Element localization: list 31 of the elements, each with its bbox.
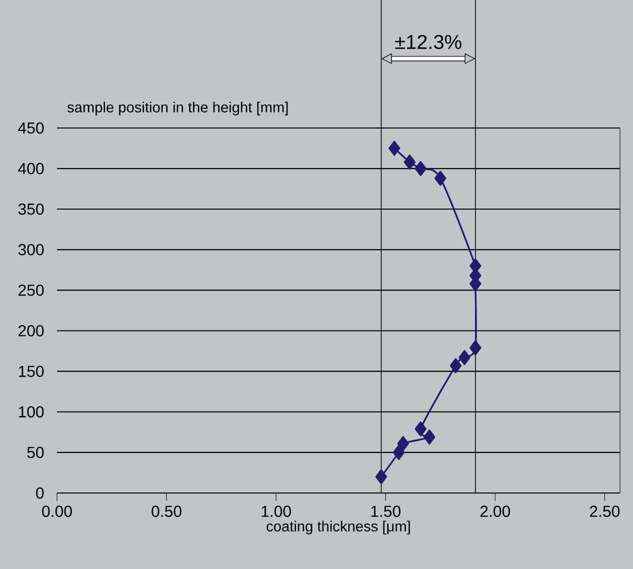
x-tick-label: 2.50 — [590, 506, 620, 517]
point — [414, 161, 426, 176]
point — [375, 469, 388, 484]
x-tick-label: 1.50 — [371, 506, 400, 517]
y-tick-label: 200 — [18, 325, 44, 336]
point — [397, 436, 409, 452]
y-tick-label: 300 — [18, 244, 44, 256]
x-tick-label: 1.00 — [262, 506, 291, 517]
text: ±12.3% — [395, 34, 462, 50]
point — [458, 350, 470, 366]
y-axis-title: sample position in the height [mm] — [67, 102, 288, 116]
point — [404, 154, 416, 170]
y-tick-label: 400 — [18, 162, 44, 174]
x-tick-label: 0.00 — [42, 506, 72, 517]
y-tick-label: 0 — [36, 487, 44, 499]
point — [470, 340, 482, 356]
point — [388, 140, 400, 156]
point — [392, 444, 405, 460]
point — [414, 421, 426, 436]
y-tick-label: 100 — [18, 406, 44, 418]
y-tick-label: 50 — [27, 446, 44, 458]
point — [424, 430, 436, 445]
y-tick-label: 250 — [18, 284, 44, 296]
x-tick-label: 2.00 — [480, 506, 510, 517]
x-tick-label: 0.50 — [152, 506, 182, 517]
y-tick-label: 150 — [18, 366, 44, 377]
x-axis-title: coating thickness [μm] — [266, 520, 410, 534]
point — [450, 358, 462, 374]
y-tick-label: 350 — [18, 203, 44, 215]
y-tick-label: 450 — [18, 122, 44, 134]
point — [434, 170, 446, 186]
